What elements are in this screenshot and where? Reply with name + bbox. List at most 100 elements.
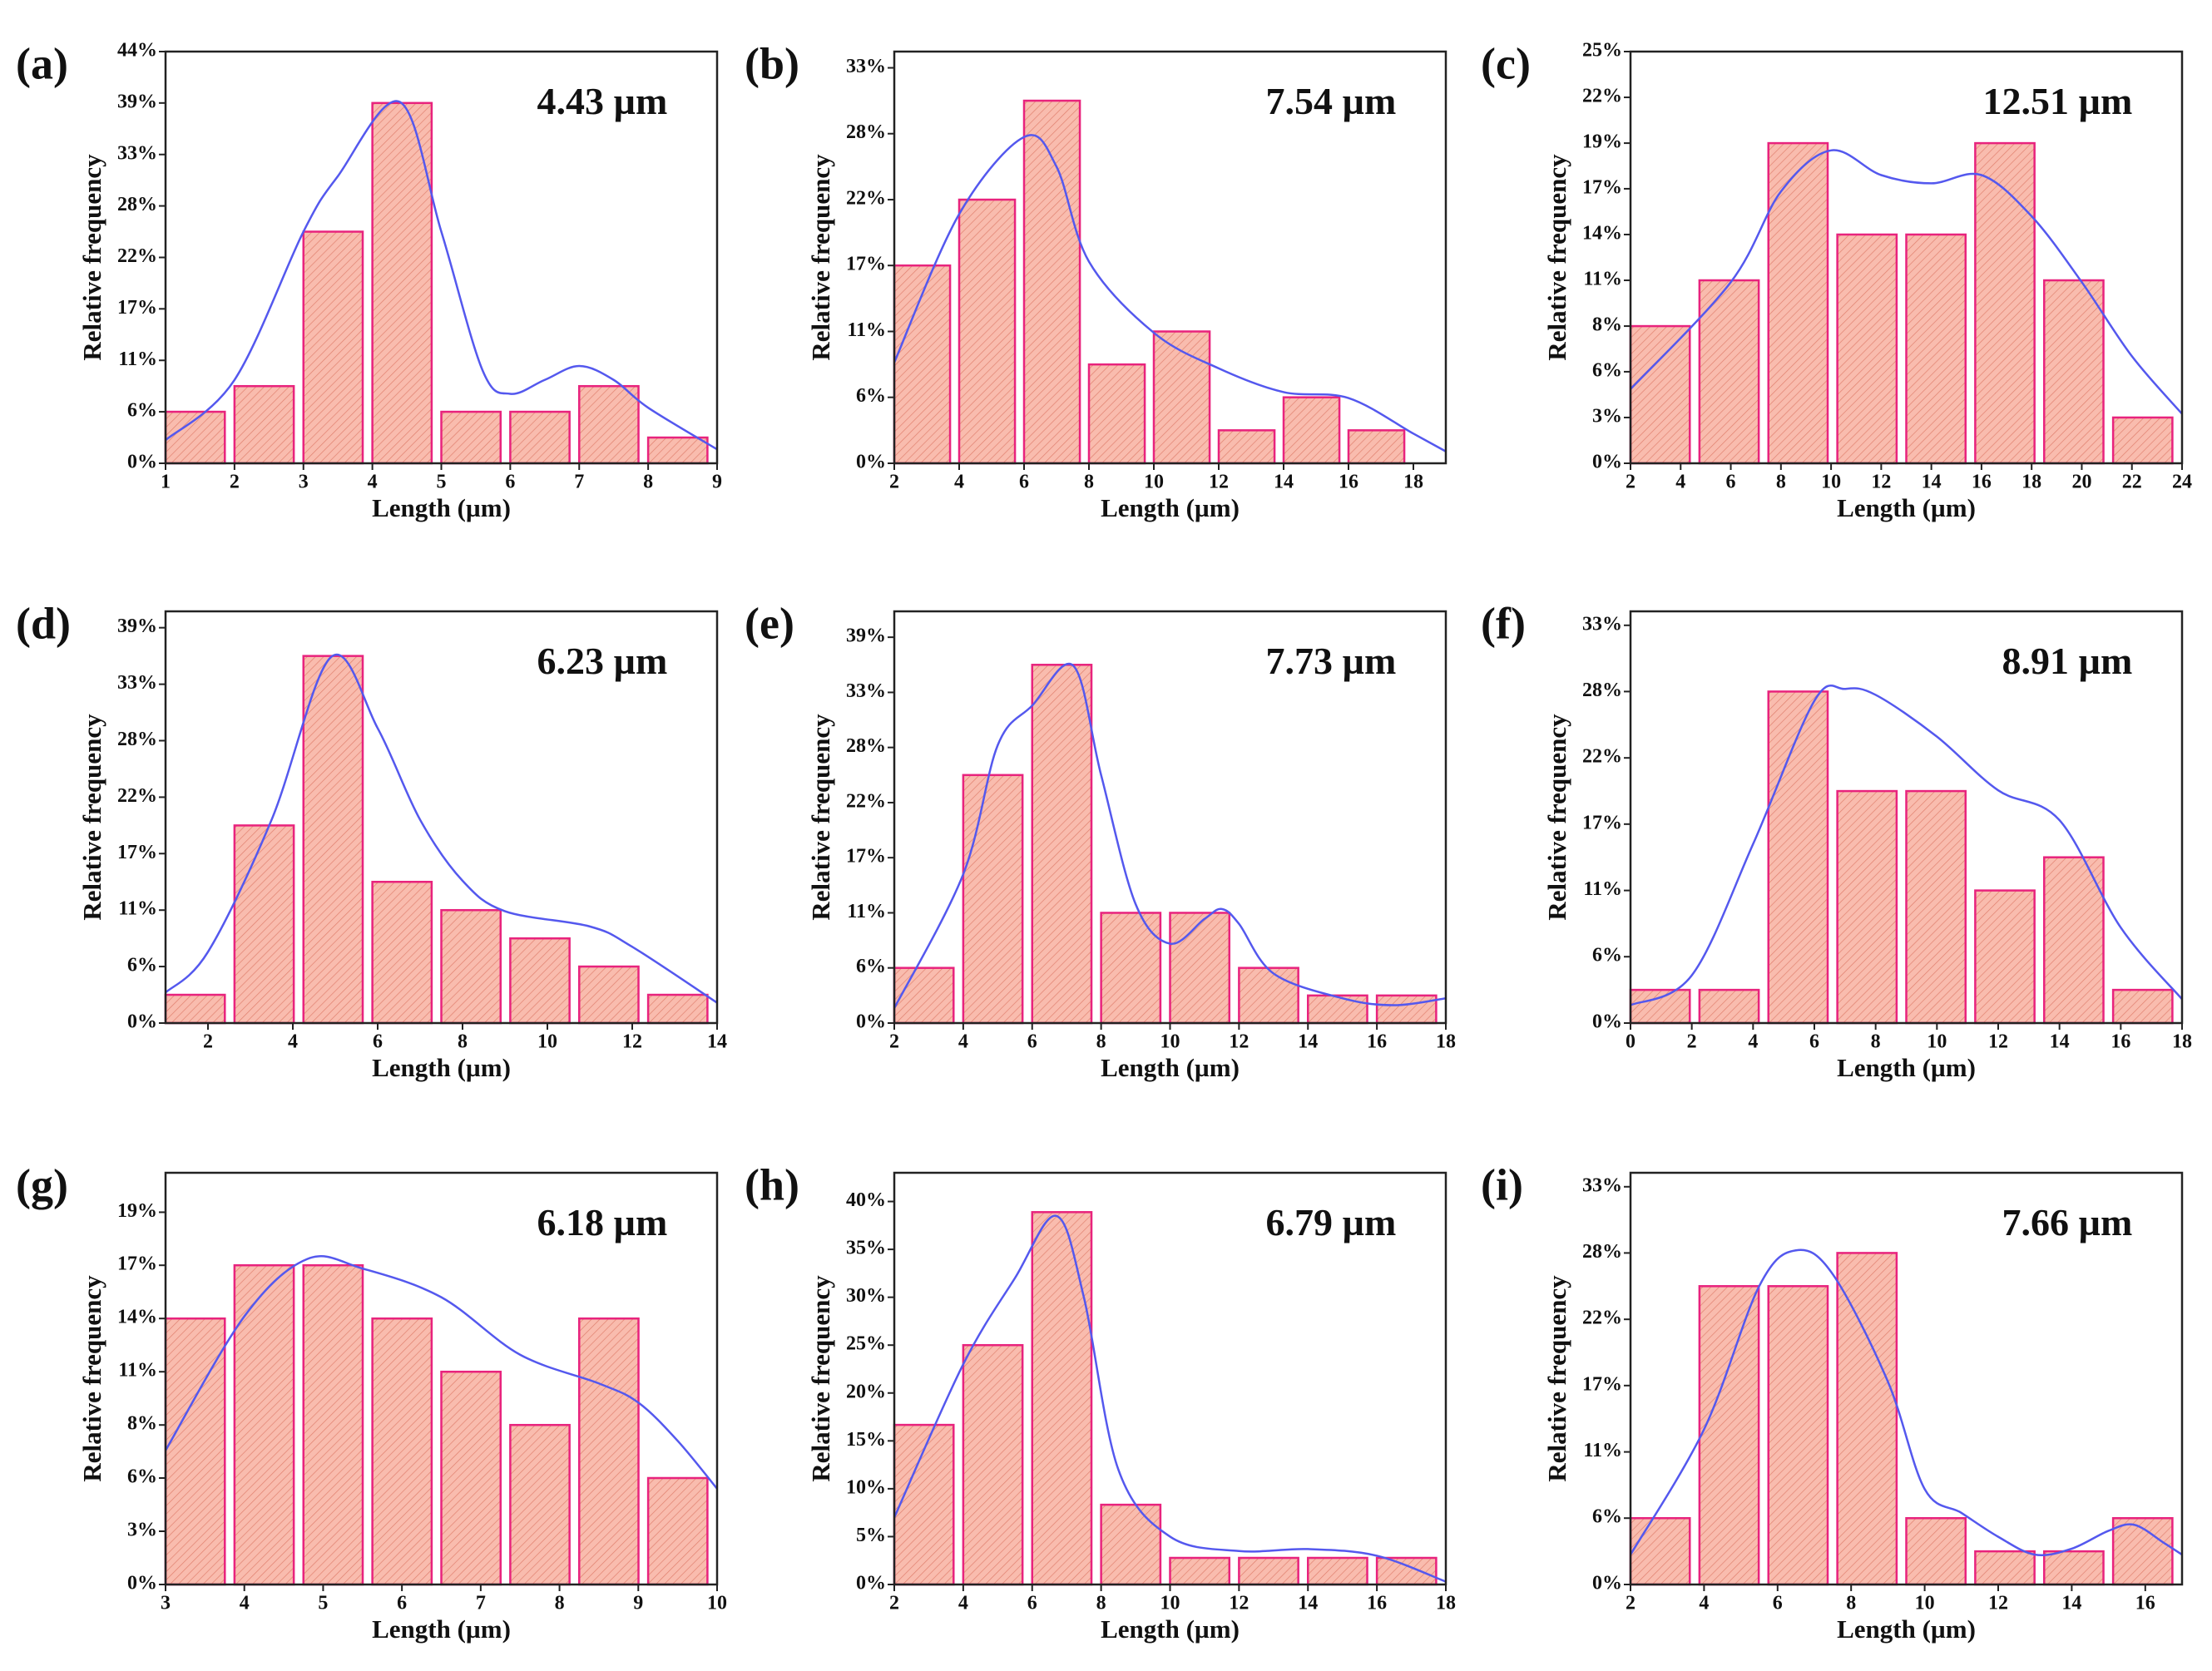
x-tick-label: 6 [1027,1031,1037,1053]
x-tick-label: 12 [622,1031,642,1053]
y-tick-label: 6% [856,385,886,407]
y-tick-label: 33% [846,56,886,77]
x-axis-title: Length (µm) [372,1053,511,1082]
bar [1629,1516,1691,1586]
x-tick-label: 8 [1096,1031,1106,1053]
y-tick-label: 11% [118,1360,157,1382]
y-tick-label: 0% [1592,1573,1622,1594]
x-tick-label: 14 [1922,472,1942,493]
x-tick-label: 8 [555,1593,565,1614]
y-tick-label: 33% [846,680,886,702]
bar [1974,889,2036,1025]
y-tick-label: 11% [847,319,886,341]
axis-frame [1629,610,2184,1025]
bar [578,384,640,465]
x-tick-label: 0 [1626,1031,1635,1053]
annotation: 8.91 µm [2002,640,2133,682]
y-tick-label: 39% [846,625,886,647]
annotation: 4.43 µm [537,80,668,122]
x-tick-label: 10 [1915,1593,1935,1614]
bar [1307,994,1368,1025]
x-tick-label: 18 [2021,472,2041,493]
bar [962,774,1024,1025]
x-tick-label: 8 [643,472,653,493]
x-tick-label: 10 [1160,1031,1180,1053]
x-tick-label: 4 [240,1593,250,1614]
x-tick-label: 12 [1209,472,1229,493]
y-tick-label: 17% [117,297,157,319]
x-tick-label: 2 [1626,472,1635,493]
x-tick-label: 6 [1726,472,1736,493]
y-tick-label: 25% [846,1333,886,1355]
x-tick-label: 12 [1229,1593,1249,1614]
y-tick-label: 11% [118,349,157,370]
x-tick-label: 9 [633,1593,643,1614]
y-tick-label: 28% [117,729,157,750]
bar [1238,967,1299,1025]
bar [509,1423,571,1586]
x-tick-label: 12 [1988,1593,2008,1614]
x-tick-label: 5 [437,472,447,493]
x-tick-label: 18 [1436,1031,1456,1053]
y-tick-label: 11% [1583,269,1622,290]
x-tick-label: 16 [1367,1031,1387,1053]
bar [509,410,571,465]
bar [1087,363,1146,465]
x-tick-label: 10 [1927,1031,1947,1053]
y-tick-label: 0% [1592,1011,1622,1033]
y-tick-label: 11% [1583,878,1622,900]
x-tick-label: 16 [1339,472,1358,493]
x-tick-label: 14 [2050,1031,2070,1053]
bar [1836,233,1898,465]
x-tick-label: 6 [373,1031,383,1053]
x-tick-label: 2 [889,1031,899,1053]
panel-label: (i) [1481,1159,1523,1209]
x-tick-label: 10 [1144,472,1164,493]
y-axis-title: Relative frequency [1542,1275,1571,1482]
bar [1974,141,2036,465]
x-tick-label: 12 [1988,1031,2008,1053]
bar [1836,1252,1898,1586]
bar [509,937,571,1025]
annotation: 7.66 µm [2002,1201,2133,1243]
bar [1767,141,1829,465]
fit-curve [894,134,1446,452]
axis-frame [164,1171,719,1586]
x-tick-label: 3 [299,472,309,493]
y-tick-label: 5% [856,1525,886,1546]
y-tick-label: 17% [1582,812,1622,833]
x-tick-label: 7 [574,472,584,493]
x-tick-label: 2 [889,1593,899,1614]
fit-curve [1631,684,2182,1006]
panel-label: (d) [16,598,71,648]
x-tick-label: 4 [1675,472,1685,493]
x-tick-label: 4 [1748,1031,1758,1053]
x-tick-label: 6 [1773,1593,1783,1614]
bar [2043,856,2105,1025]
bar [578,1317,640,1586]
annotation: 6.23 µm [537,640,668,682]
bar [1307,1556,1368,1586]
bar [1767,1285,1829,1586]
y-tick-label: 22% [846,188,886,210]
x-tick-label: 10 [537,1031,557,1053]
panel: 0% 6% 11% 17% 22% 28% 33% 2 4 6 8 10 12 14 16 18 Length … [745,38,1447,522]
axis-frame [1629,1171,2184,1586]
bar [1698,1285,1760,1586]
bar [440,1370,502,1586]
axis-frame [1629,50,2184,465]
bar [1031,664,1093,1025]
y-tick-label: 0% [127,1011,157,1033]
bar [2111,416,2174,465]
fit-curve [166,100,717,451]
bar [1100,912,1162,1025]
x-tick-label: 2 [1626,1593,1635,1614]
x-tick-label: 2 [203,1031,213,1053]
bar [646,1476,709,1586]
x-tick-label: 3 [161,1593,171,1614]
x-tick-label: 6 [505,472,515,493]
panel-label: (b) [745,38,799,88]
x-tick-label: 8 [1846,1593,1856,1614]
y-tick-label: 22% [117,245,157,267]
x-axis-title: Length (µm) [1837,1053,1976,1082]
